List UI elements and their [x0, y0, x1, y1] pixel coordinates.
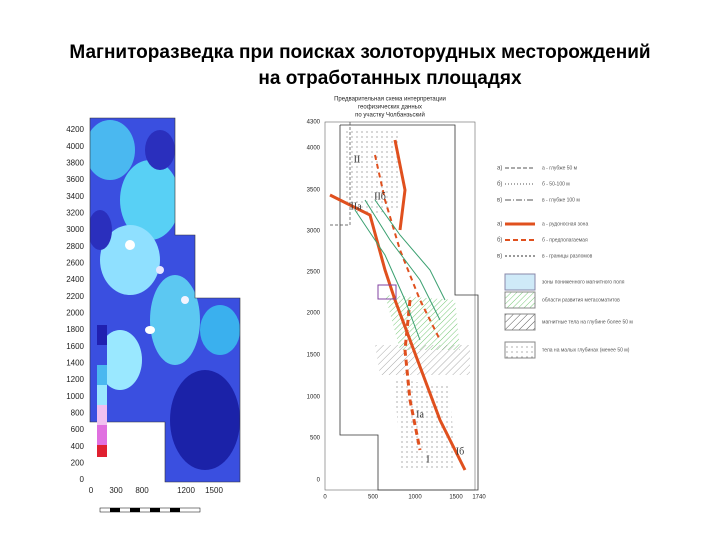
- y-tick-label: 500: [310, 436, 321, 442]
- fault-line: [403, 299, 422, 451]
- area-outline: [339, 124, 479, 491]
- contour: [364, 199, 441, 321]
- legend-label: б - предполагаемая: [542, 237, 588, 243]
- scheme-heading: по участку Чолбанзьский: [355, 112, 425, 119]
- y-tick-label: 1200: [66, 375, 84, 384]
- legend-label: а - глубже 50 м: [542, 165, 578, 171]
- y-tick-label: 2500: [307, 270, 321, 276]
- color-scale: [97, 325, 107, 457]
- y-tick-label: 4200: [66, 125, 84, 134]
- y-tick-label: 3500: [307, 188, 321, 194]
- y-tick-label: 4300: [307, 120, 321, 126]
- x-tick-label: 1500: [205, 486, 223, 495]
- legend-label: тела на малых глубинах (менее 50 м): [542, 347, 630, 353]
- boundary: [330, 120, 351, 226]
- y-tick-label: 1600: [66, 342, 84, 351]
- legend-key: а): [497, 166, 502, 172]
- legend-label: а - рудоносная зона: [542, 221, 588, 227]
- map-outline: [89, 117, 241, 483]
- legend-swatch: [504, 313, 536, 331]
- y-tick-label: 1800: [66, 325, 84, 334]
- y-tick-label: 3800: [66, 158, 84, 167]
- legend-key: б): [497, 238, 502, 244]
- region-label: II: [354, 154, 361, 165]
- y-tick-label: 2000: [66, 308, 84, 317]
- x-tick-label: 800: [135, 486, 149, 495]
- magnetic-map: [90, 118, 240, 482]
- region-label: Iб: [456, 446, 464, 457]
- legend-key: а): [497, 222, 502, 228]
- slide-title: Магниторазведка при поисках золоторудных…: [69, 42, 651, 63]
- x-tick-label: 1000: [408, 495, 422, 501]
- zone: [375, 345, 470, 375]
- slide-subtitle: на отработанных площадях: [258, 68, 522, 89]
- legend-key: в): [497, 254, 502, 260]
- legend-label: в - глубже 100 м: [542, 197, 580, 203]
- region-label: IIа: [350, 201, 362, 212]
- contour: [374, 199, 446, 301]
- zone: [385, 295, 460, 350]
- y-tick-label: 3200: [66, 208, 84, 217]
- x-tick-label: 1500: [449, 495, 463, 501]
- y-tick-label: 1000: [66, 392, 84, 401]
- region-label: I: [426, 454, 429, 465]
- x-tick-label: 300: [109, 486, 123, 495]
- fault-line: [374, 154, 441, 341]
- legend-swatch: [504, 291, 536, 309]
- y-tick-label: 2000: [307, 311, 321, 317]
- y-tick-label: 3000: [307, 229, 321, 235]
- legend-label: в - границы разломов: [542, 253, 593, 259]
- y-tick-label: 0: [317, 478, 321, 484]
- y-tick-label: 400: [71, 442, 85, 451]
- zone: [345, 130, 400, 215]
- legend-label: магнитные тела на глубине более 50 м: [542, 319, 633, 325]
- y-tick-label: 1500: [307, 353, 321, 359]
- legend: а) а - глубже 50 м б) б - 50-100 м в) в - глу…: [497, 165, 633, 359]
- x-tick-label: 500: [368, 495, 379, 501]
- legend-label: зоны пониженного магнитного поля: [542, 279, 625, 285]
- y-tick-label: 4000: [66, 142, 84, 151]
- x-tick-label: 0: [89, 486, 94, 495]
- y-tick-label: 600: [71, 425, 85, 434]
- y-tick-label: 2200: [66, 292, 84, 301]
- legend-label: области развития метасоматитов: [542, 297, 620, 303]
- y-tick-label: 3600: [66, 175, 84, 184]
- fault-line: [393, 139, 407, 231]
- scheme-heading: геофизических данных: [358, 105, 422, 111]
- y-tick-label: 3000: [66, 225, 84, 234]
- legend-key: в): [497, 198, 502, 204]
- contour: [354, 209, 421, 341]
- y-tick-label: 1400: [66, 358, 84, 367]
- target: [377, 284, 397, 300]
- y-tick-label: 2800: [66, 242, 84, 251]
- region-label: IIб: [374, 191, 386, 202]
- scale-bar: [99, 507, 201, 513]
- y-tick-label: 4000: [307, 146, 321, 152]
- legend-swatch: [504, 341, 536, 359]
- y-tick-label: 0: [80, 475, 85, 484]
- legend-swatch: [504, 273, 536, 291]
- y-tick-label: 3400: [66, 192, 84, 201]
- x-tick-label: 0: [323, 495, 327, 501]
- y-tick-label: 200: [71, 458, 85, 467]
- y-tick-label: 800: [71, 408, 85, 417]
- y-tick-label: 1000: [307, 395, 321, 401]
- x-tick-label: 1740: [472, 495, 486, 501]
- y-tick-label: 2600: [66, 258, 84, 267]
- region-label: Iа: [416, 409, 424, 420]
- legend-key: б): [497, 182, 502, 188]
- zone: [395, 380, 455, 470]
- legend-label: б - 50-100 м: [542, 181, 570, 187]
- scheme-heading: Предварительная схема интерпретации: [334, 97, 446, 103]
- x-tick-label: 1200: [177, 486, 195, 495]
- y-tick-label: 2400: [66, 275, 84, 284]
